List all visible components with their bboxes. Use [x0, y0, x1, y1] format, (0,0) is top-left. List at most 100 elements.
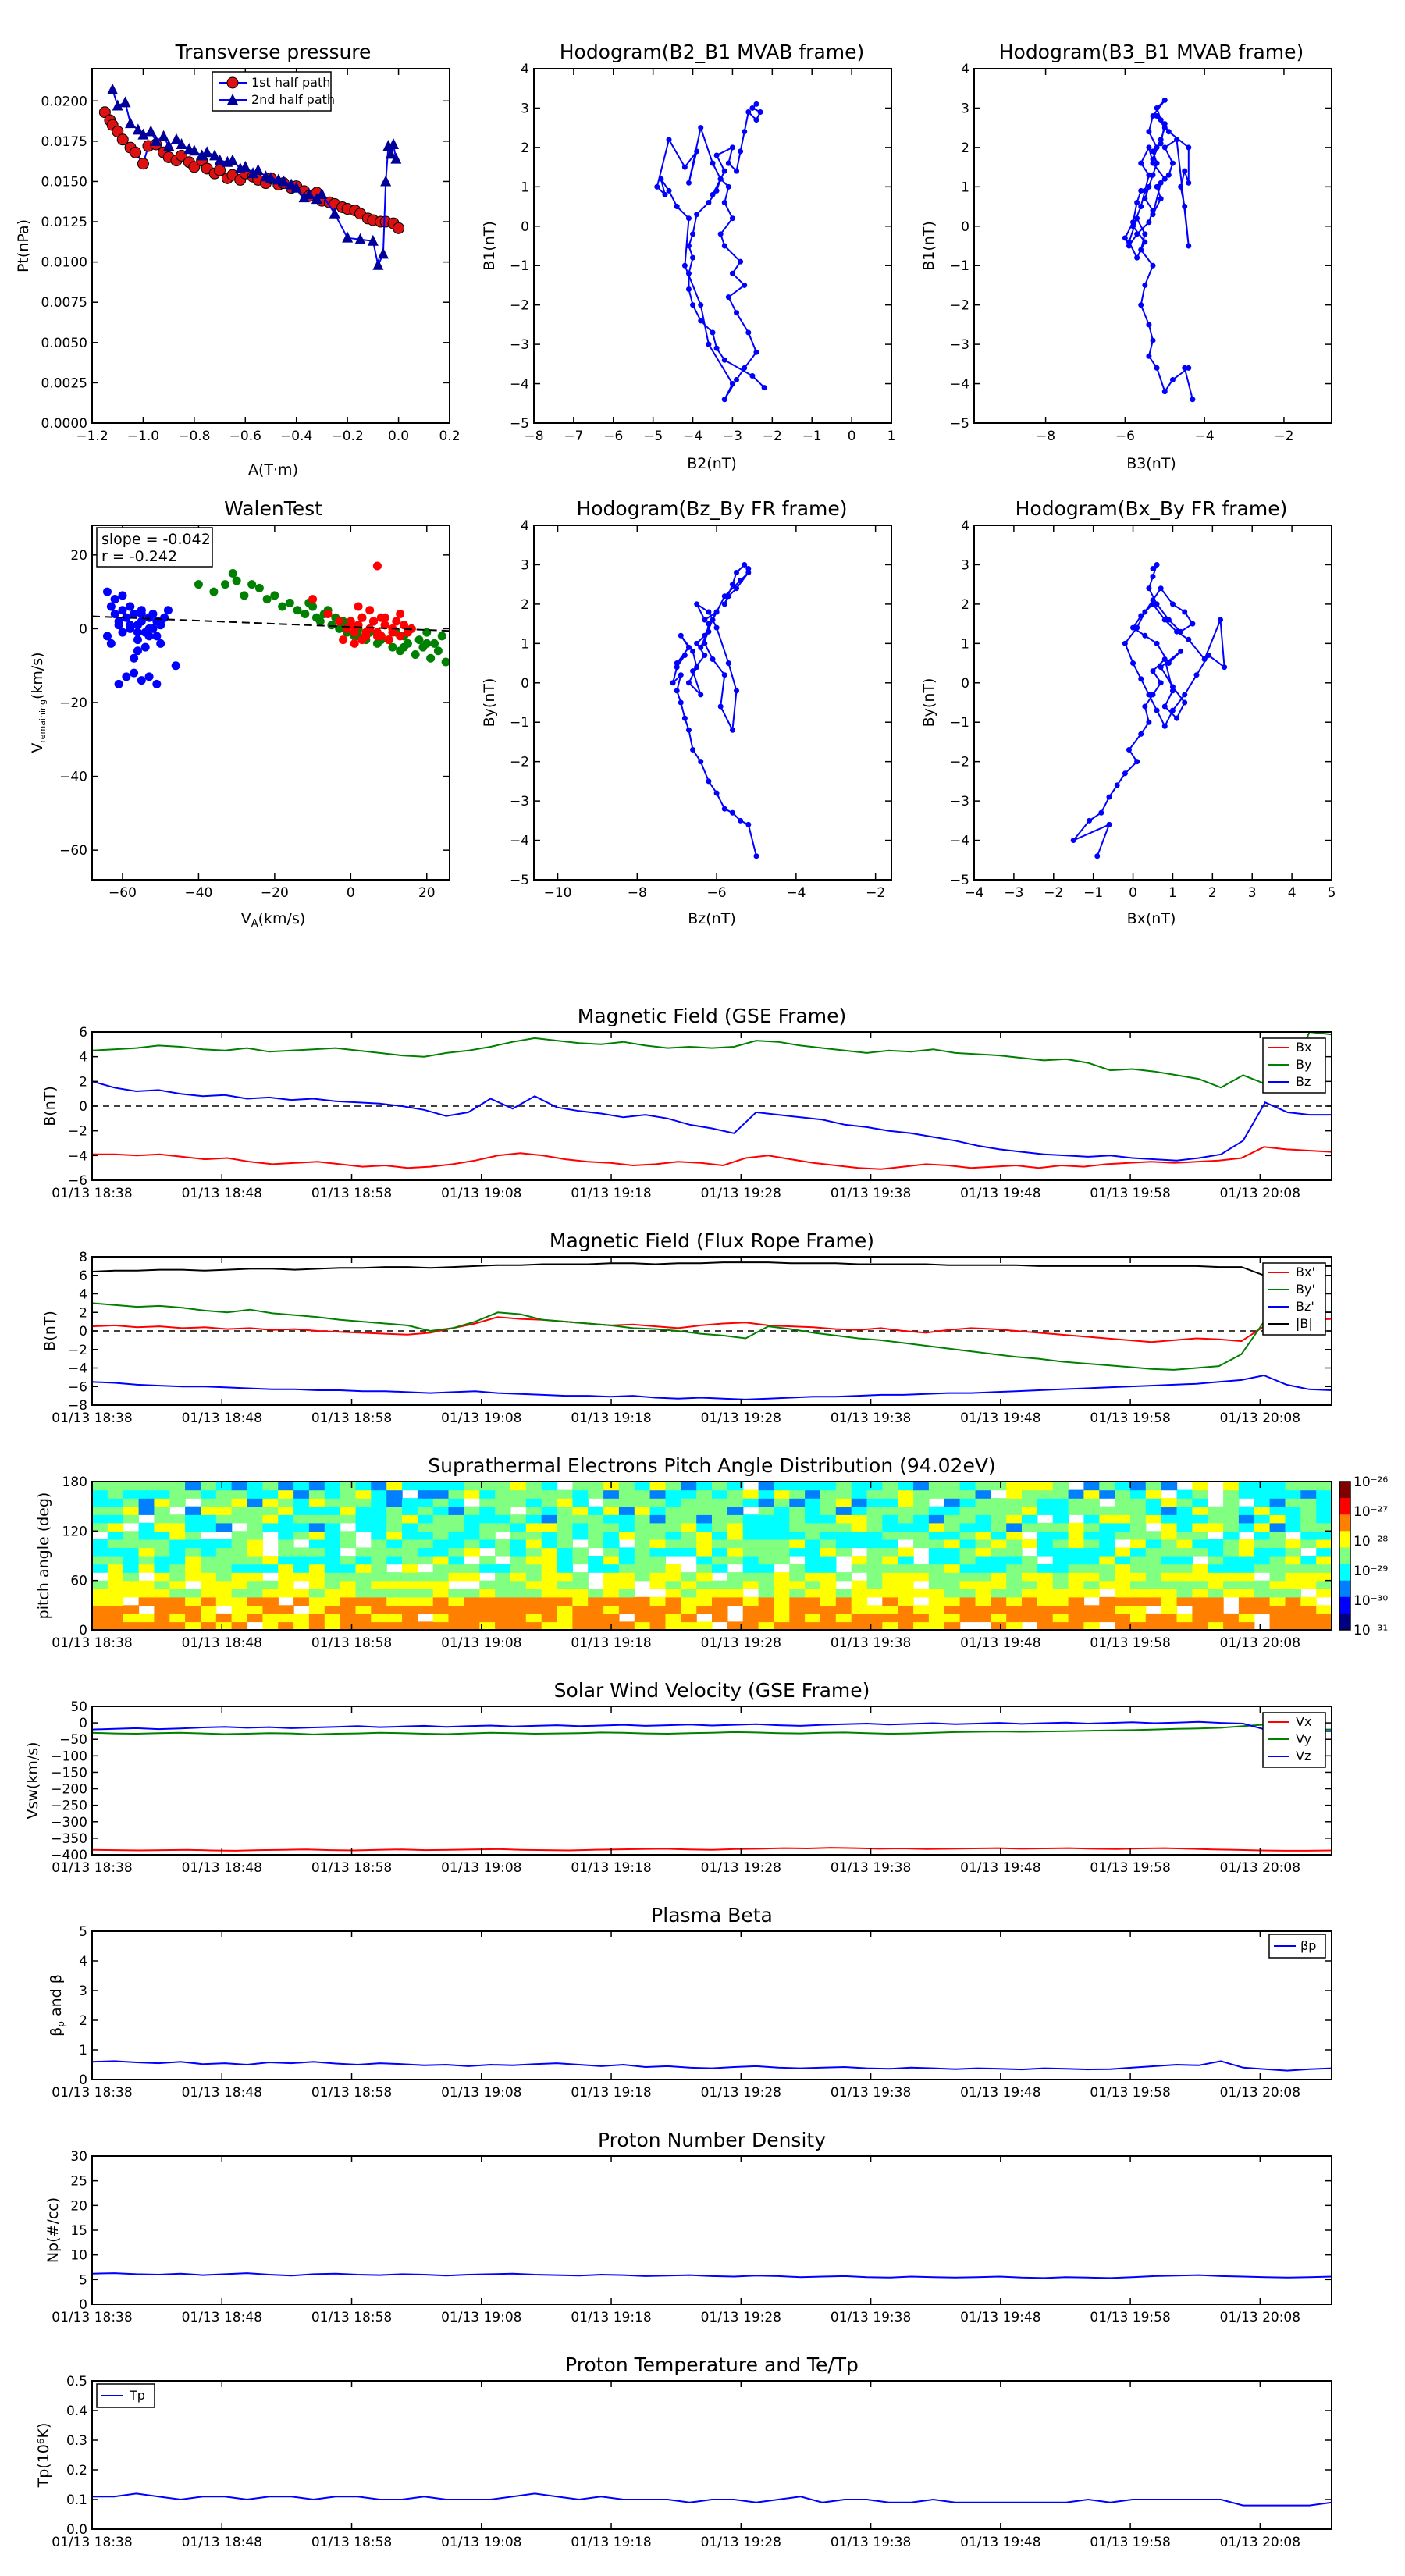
pad-cell — [402, 1596, 418, 1606]
pad-cell — [1068, 1547, 1085, 1557]
pad-cell — [231, 1613, 248, 1623]
pad-cell — [308, 1498, 325, 1507]
hodo2-xtick-label: −8 — [1036, 429, 1055, 444]
pad-colorbar-segment — [1339, 1547, 1350, 1565]
pad-cell — [1037, 1498, 1054, 1507]
pad-ytick-label: 120 — [62, 1524, 87, 1539]
walen-point — [430, 639, 439, 648]
pad-cell — [649, 1547, 667, 1557]
walen-point — [232, 576, 241, 585]
beta-ytick-label: 0 — [79, 2073, 87, 2088]
bgse-time-label: 01/13 19:48 — [960, 1186, 1040, 1201]
pad-cell — [1022, 1580, 1038, 1589]
pad-cell — [278, 1613, 294, 1623]
pad-cell — [742, 1596, 759, 1606]
pad-cell — [1052, 1522, 1069, 1532]
hodo1-ytick-label: 0 — [521, 219, 529, 235]
pad-cell — [1068, 1605, 1085, 1614]
pad-cell — [1269, 1572, 1286, 1582]
hodo1-point — [681, 164, 688, 170]
pad-cell — [557, 1556, 573, 1565]
beta-time-label: 01/13 18:48 — [182, 2085, 262, 2101]
pad-cell — [402, 1547, 418, 1557]
hodo2-title: Hodogram(B3_B1 MVAB frame) — [999, 41, 1304, 63]
hodo1-point — [713, 187, 720, 194]
pad-cell — [820, 1589, 837, 1598]
pad-cell — [681, 1514, 697, 1524]
pad-cell — [1285, 1605, 1301, 1614]
pad-cell — [1052, 1564, 1069, 1573]
pt-triangle-point — [150, 134, 162, 146]
pad-cell — [1223, 1556, 1240, 1565]
pad-cell — [464, 1522, 480, 1532]
pad-cell — [371, 1482, 387, 1491]
pad-cell — [123, 1482, 140, 1491]
pad-cell — [1269, 1514, 1286, 1524]
pad-cell — [913, 1522, 930, 1532]
hodo4-point — [1150, 601, 1156, 607]
pad-cell — [944, 1506, 961, 1515]
tp-time-label: 01/13 20:08 — [1220, 2535, 1300, 2550]
pad-cell — [1269, 1522, 1286, 1532]
pad-cell — [525, 1506, 542, 1515]
np-ytick-label: 20 — [70, 2198, 87, 2214]
pad-cell — [215, 1613, 233, 1623]
pad-cell — [835, 1589, 852, 1598]
pad-cell — [882, 1605, 898, 1614]
pad-cell — [634, 1506, 651, 1515]
pad-cell — [742, 1539, 759, 1549]
pt-triangle-point — [367, 234, 379, 246]
hodo4-point — [1174, 628, 1180, 635]
pad-cell — [169, 1572, 186, 1582]
hodo1-point — [721, 168, 727, 174]
pad-cell — [1145, 1489, 1162, 1499]
pad-cell — [851, 1621, 868, 1631]
pad-cell — [92, 1522, 108, 1532]
walen-point — [400, 642, 409, 652]
pt-ytick-label: 0.0150 — [41, 174, 87, 190]
pad-cell — [448, 1514, 464, 1524]
pad-cell — [278, 1564, 294, 1573]
pad-cell — [1192, 1580, 1208, 1589]
pad-cell — [1099, 1514, 1115, 1524]
pad-cell — [1223, 1547, 1240, 1557]
pad-cell — [448, 1506, 464, 1515]
pad-cell — [1130, 1564, 1147, 1573]
pad-cell — [432, 1522, 450, 1532]
pad-cell — [1130, 1539, 1147, 1549]
pad-ytick-label: 60 — [70, 1574, 87, 1589]
pad-cell — [991, 1522, 1007, 1532]
bgse-time-label: 01/13 18:58 — [311, 1186, 392, 1201]
pt-ytick-label: 0.0100 — [41, 255, 87, 271]
hodo3-point — [729, 582, 735, 588]
hodo4-point — [1205, 652, 1211, 658]
hodo1-point — [721, 243, 727, 249]
pad-cell — [1115, 1506, 1131, 1515]
pad-cell — [324, 1498, 341, 1507]
pad-cell — [1208, 1506, 1224, 1515]
pt-triangle-point — [201, 146, 213, 158]
pad-cell — [448, 1531, 464, 1540]
pad-cell — [1176, 1556, 1193, 1565]
pad-cell — [742, 1547, 759, 1557]
pad-cell — [324, 1580, 341, 1589]
pad-cell — [1115, 1564, 1131, 1573]
hodo2-point — [1161, 176, 1168, 182]
pad-cell — [727, 1482, 744, 1491]
hodo1-ytick-label: 2 — [521, 141, 529, 156]
walen-point — [350, 639, 359, 648]
pad-cell — [866, 1564, 883, 1573]
pad-cell — [913, 1531, 930, 1540]
walen-ytick-label: −60 — [59, 843, 87, 859]
pad-cell — [866, 1539, 883, 1549]
np-time-label: 01/13 18:58 — [311, 2310, 392, 2325]
pad-cell — [278, 1547, 294, 1557]
pad-cell — [169, 1596, 186, 1606]
pad-cell — [479, 1539, 496, 1549]
legend-circle-marker — [226, 76, 239, 89]
pad-cell — [432, 1589, 450, 1598]
pad-cell — [1223, 1506, 1240, 1515]
pad-cell — [371, 1589, 387, 1598]
pad-cell — [340, 1596, 357, 1606]
pad-cell — [991, 1539, 1007, 1549]
